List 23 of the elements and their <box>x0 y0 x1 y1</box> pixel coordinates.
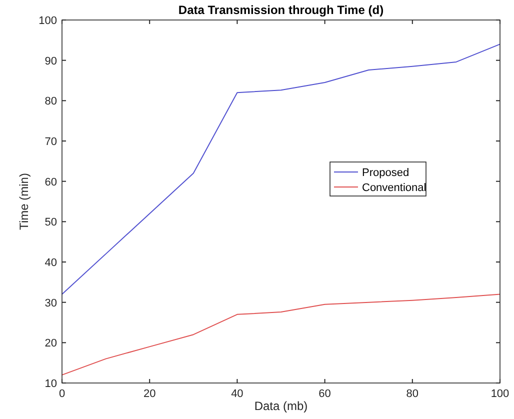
y-tick-label: 50 <box>44 216 57 229</box>
chart-title: Data Transmission through Time (d) <box>178 3 384 17</box>
line-series <box>62 44 500 295</box>
y-tick-label: 40 <box>44 257 57 269</box>
line-series <box>62 294 500 376</box>
x-tick-label: 80 <box>406 388 419 400</box>
x-tick-label: 20 <box>143 388 156 400</box>
x-tick-label: 60 <box>318 388 331 400</box>
x-tick-label: 0 <box>58 388 66 400</box>
y-tick-label: 80 <box>44 96 57 108</box>
y-tick-label: 30 <box>44 297 57 310</box>
y-tick-label: 90 <box>44 55 57 68</box>
y-tick-label: 100 <box>38 15 57 27</box>
x-tick-label: 100 <box>490 388 510 400</box>
y-tick-label: 20 <box>44 338 57 350</box>
y-tick-label: 70 <box>44 136 57 148</box>
y-tick-label: 10 <box>44 378 57 390</box>
y-axis-title: Time (min) <box>17 173 31 230</box>
x-axis-title: Data (mb) <box>254 399 308 413</box>
y-tick-label: 60 <box>44 176 57 188</box>
legend-label: Proposed <box>362 167 410 179</box>
x-tick-label: 40 <box>231 388 244 400</box>
legend-label: Conventional <box>362 182 426 194</box>
